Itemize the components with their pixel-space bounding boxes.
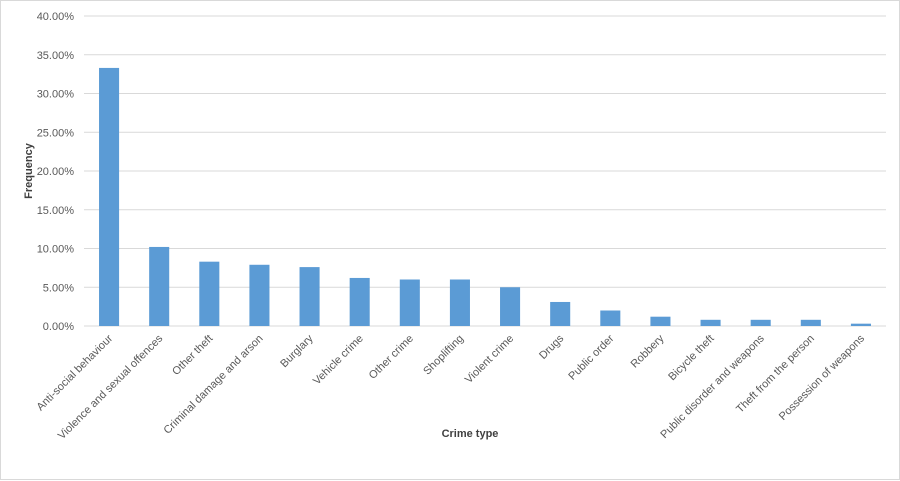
y-tick-label: 30.00% (37, 89, 75, 101)
bar (500, 287, 521, 326)
x-tick-label: Drugs (537, 332, 567, 362)
x-tick-label: Public disorder and weapons (658, 332, 767, 441)
y-tick-label: 35.00% (37, 50, 75, 62)
x-tick-label: Shoplifting (421, 333, 466, 378)
x-axis-title: Crime type (442, 428, 499, 440)
y-tick-label: 0.00% (43, 321, 74, 333)
y-tick-label: 5.00% (43, 282, 74, 294)
bar (800, 319, 821, 326)
bar (700, 319, 721, 326)
y-axis-title: Frequency (23, 142, 35, 199)
bar (850, 323, 871, 326)
bar (449, 279, 470, 326)
x-tick-label: Violence and sexual offences (56, 332, 166, 442)
bar (550, 301, 571, 326)
bar (650, 316, 671, 326)
x-tick-label: Criminal damage and arson (162, 333, 266, 437)
bar (399, 279, 420, 326)
y-tick-label: 10.00% (37, 244, 75, 256)
bar (349, 277, 370, 326)
x-tick-label: Public order (566, 332, 616, 382)
bar (249, 264, 270, 326)
x-tick-label: Vehicle crime (311, 333, 366, 388)
bar (750, 319, 771, 326)
y-tick-label: 20.00% (37, 166, 75, 178)
bar (99, 67, 120, 327)
y-tick-label: 25.00% (37, 127, 75, 139)
x-tick-label: Bicycle theft (666, 333, 716, 383)
bar (299, 267, 320, 326)
y-tick-label: 40.00% (37, 11, 75, 23)
bar (199, 261, 220, 326)
bar (600, 310, 621, 326)
x-tick-label: Burglary (278, 332, 316, 370)
x-tick-label: Violent crime (463, 333, 516, 386)
x-tick-label: Possession of weapons (777, 332, 868, 423)
x-tick-label: Robbery (629, 332, 667, 370)
bars (99, 67, 871, 327)
y-axis-tick-labels: 0.00% 5.00% 10.00% 15.00% 20.00% 25.00% 30.00%… (37, 11, 75, 333)
x-tick-label: Other crime (367, 333, 416, 382)
bar (149, 246, 170, 326)
y-tick-label: 15.00% (37, 205, 75, 217)
x-tick-label: Other theft (170, 333, 215, 378)
